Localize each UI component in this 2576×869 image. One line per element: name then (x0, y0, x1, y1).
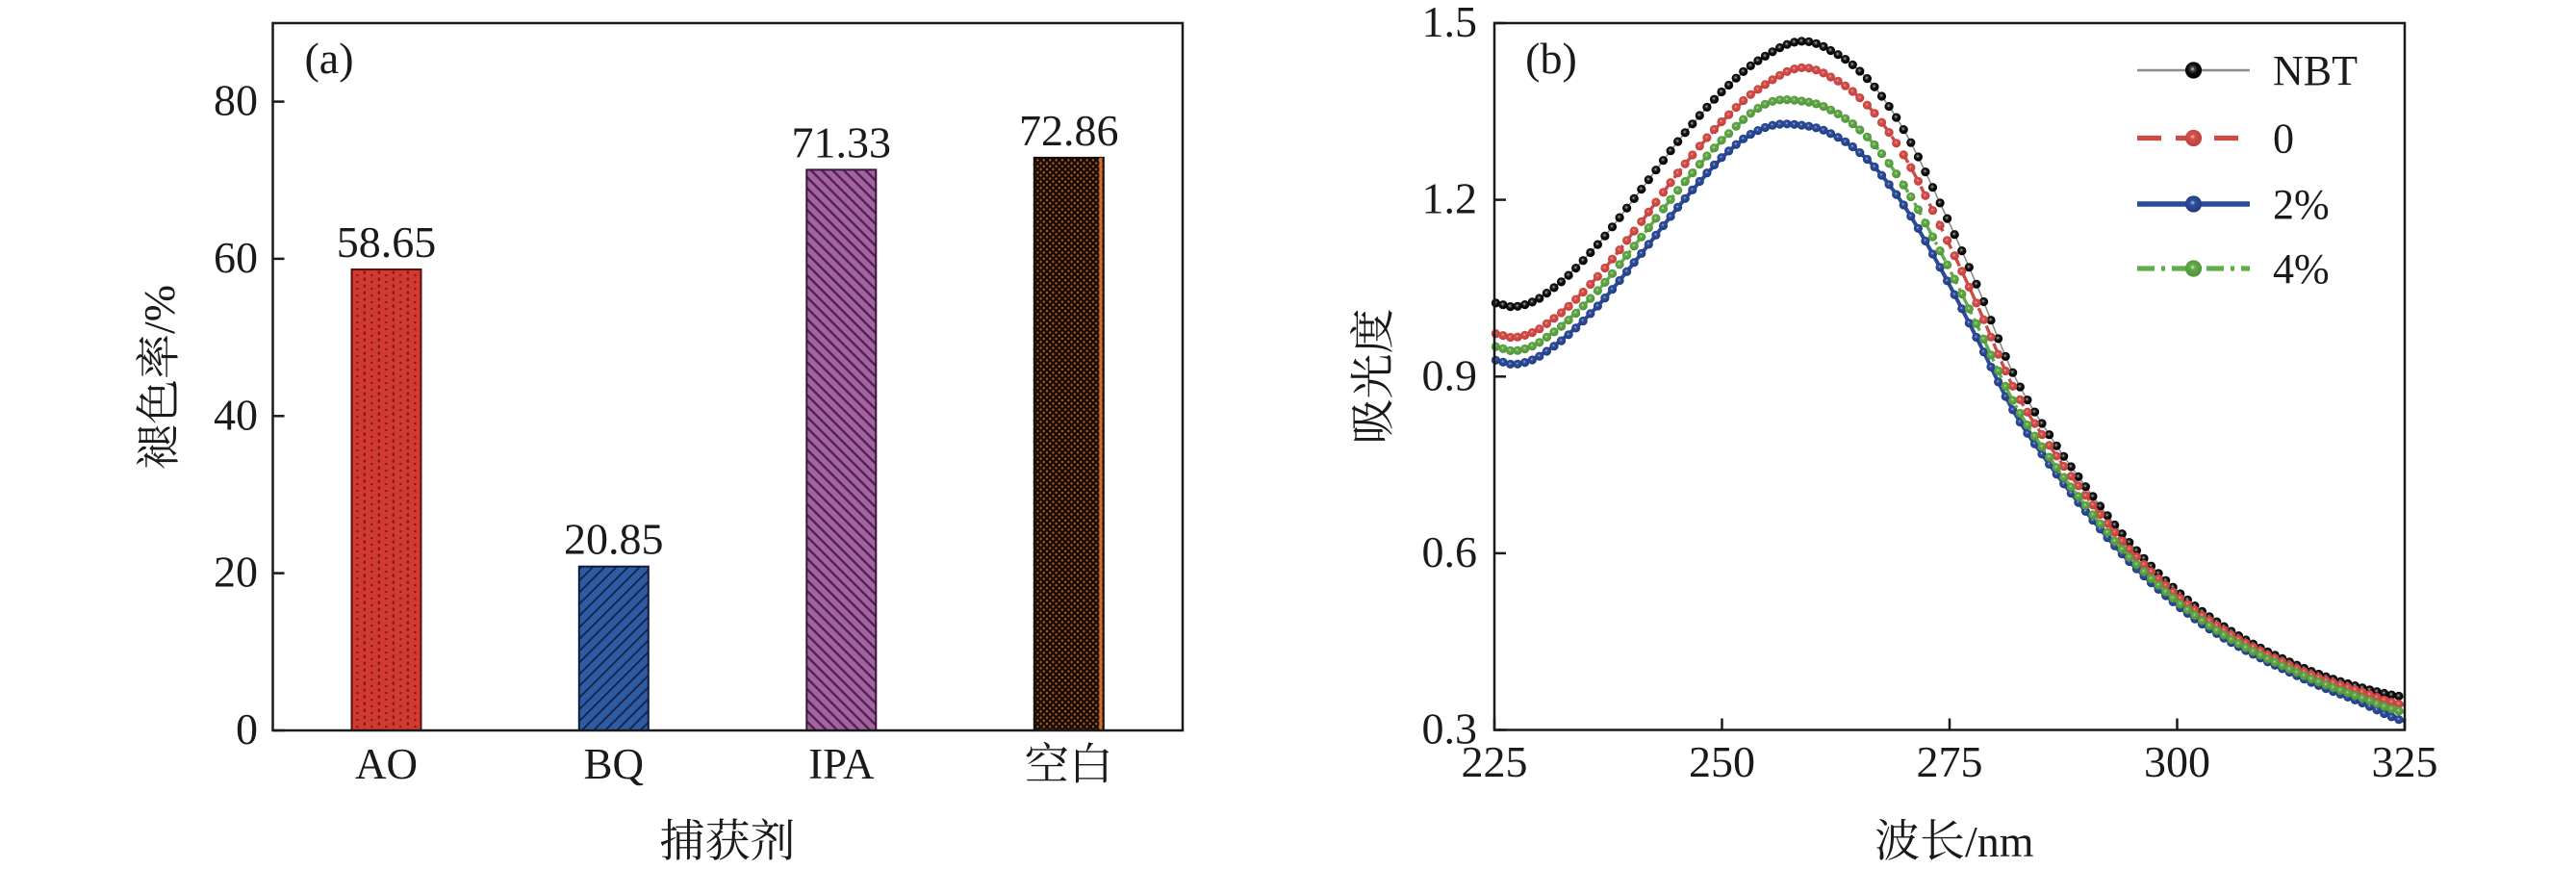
svg-text:0.9: 0.9 (1422, 350, 1478, 399)
svg-text:80: 80 (214, 76, 258, 125)
svg-text:225: 225 (1462, 737, 1528, 786)
svg-text:(b): (b) (1525, 34, 1577, 83)
svg-text:(a): (a) (304, 34, 353, 83)
svg-text:0.6: 0.6 (1422, 527, 1478, 576)
svg-text:0.3: 0.3 (1422, 704, 1478, 754)
svg-text:1.5: 1.5 (1422, 0, 1478, 46)
svg-text:2%: 2% (2273, 181, 2330, 228)
svg-text:IPA: IPA (808, 740, 875, 788)
svg-text:0: 0 (2273, 115, 2294, 163)
svg-text:1.2: 1.2 (1422, 174, 1478, 223)
svg-text:300: 300 (2144, 737, 2210, 786)
svg-text:72.86: 72.86 (1019, 106, 1119, 155)
svg-text:0: 0 (236, 704, 258, 754)
svg-text:/%: /% (135, 285, 184, 334)
svg-text:71.33: 71.33 (792, 117, 892, 166)
svg-text:20.85: 20.85 (564, 515, 664, 564)
svg-text:275: 275 (1917, 737, 1983, 786)
svg-text:4%: 4% (2273, 245, 2330, 293)
svg-text:58.65: 58.65 (337, 217, 437, 267)
svg-text:AO: AO (355, 740, 418, 788)
svg-text:NBT: NBT (2273, 47, 2358, 94)
svg-text:325: 325 (2372, 737, 2438, 786)
svg-text:40: 40 (214, 390, 258, 439)
svg-text:250: 250 (1689, 737, 1755, 786)
svg-text:BQ: BQ (584, 740, 645, 788)
svg-text:20: 20 (214, 548, 258, 597)
svg-text:/nm: /nm (1965, 817, 2034, 864)
svg-text:60: 60 (214, 233, 258, 282)
